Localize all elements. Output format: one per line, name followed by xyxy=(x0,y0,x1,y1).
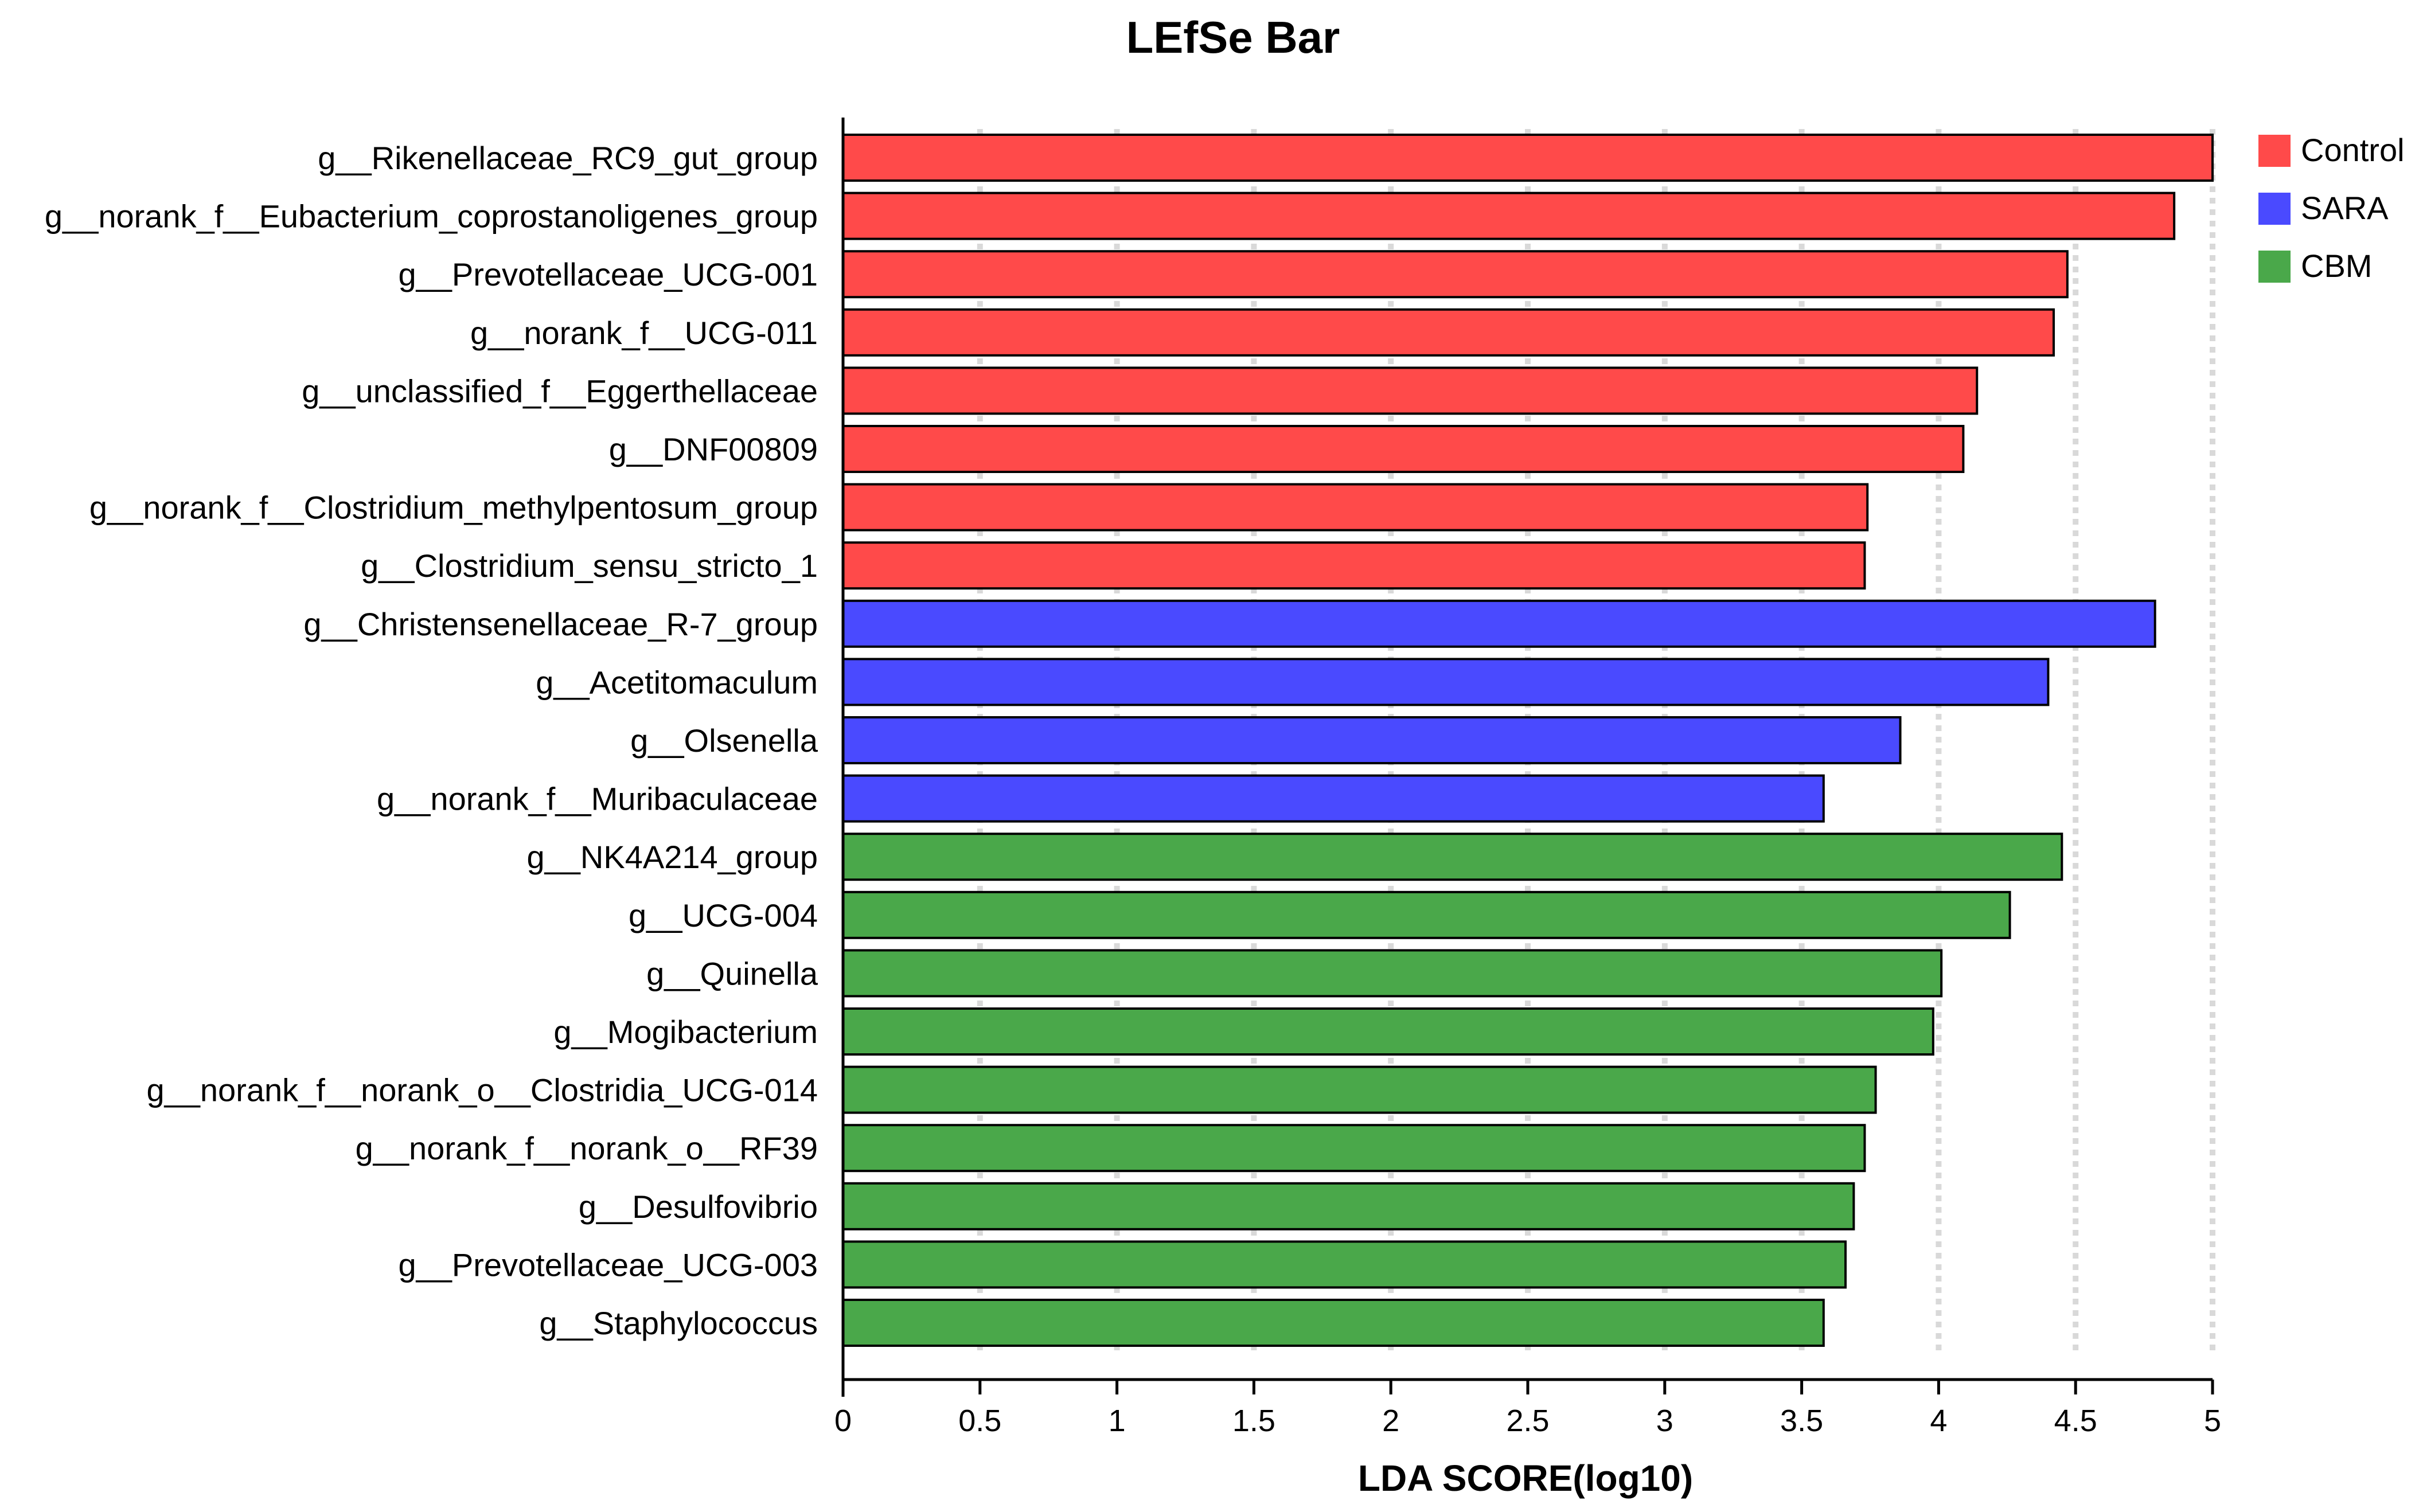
bar-cbm xyxy=(842,890,2011,939)
bar-cbm xyxy=(842,949,1943,998)
bars xyxy=(842,134,2214,1347)
x-tick-label: 5 xyxy=(2204,1404,2221,1438)
bar-control xyxy=(842,192,2176,240)
legend-label-sara: SARA xyxy=(2301,190,2389,226)
x-tick-label: 4 xyxy=(1930,1404,1947,1438)
bar-control xyxy=(842,366,1979,415)
bar-cbm xyxy=(842,1065,1877,1114)
category-label: g__norank_f__Clostridium_methylpentosum_… xyxy=(89,490,818,526)
legend: Control SARA CBM xyxy=(2258,132,2405,284)
bar-cbm xyxy=(842,1124,1866,1173)
x-tick-label: 0.5 xyxy=(958,1404,1001,1438)
bar-sara xyxy=(842,599,2156,648)
chart-title: LEfSe Bar xyxy=(1126,12,1340,62)
category-label: g__Prevotellaceae_UCG-001 xyxy=(398,256,818,292)
category-label: g__DNF00809 xyxy=(609,431,818,467)
x-axis-title: LDA SCORE(log10) xyxy=(1358,1458,1693,1499)
category-label: g__norank_f__Muribaculaceae xyxy=(377,781,818,817)
category-label: g__norank_f__UCG-011 xyxy=(470,315,818,351)
x-axis: 0 0.5 1 1.5 2 2.5 3 3.5 4 4.5 5 xyxy=(834,118,2221,1438)
x-tick-label: 2.5 xyxy=(1506,1404,1549,1438)
bar-control xyxy=(842,308,2055,357)
bar-cbm xyxy=(842,1240,1847,1289)
x-tick-label: 4.5 xyxy=(2054,1404,2097,1438)
category-label: g__Quinella xyxy=(646,955,818,991)
category-label: g__Clostridium_sensu_stricto_1 xyxy=(361,548,818,584)
bar-control xyxy=(842,541,1866,590)
bar-cbm xyxy=(842,833,2063,881)
category-label: g__Olsenella xyxy=(630,722,818,759)
category-label: g__UCG-004 xyxy=(629,897,818,933)
bar-cbm xyxy=(842,1299,1825,1347)
category-label: g__norank_f__norank_o__RF39 xyxy=(356,1130,818,1166)
bar-control xyxy=(842,425,1965,473)
x-tick-label: 2 xyxy=(1382,1404,1399,1438)
x-tick-label: 3.5 xyxy=(1780,1404,1823,1438)
category-label: g__Prevotellaceae_UCG-003 xyxy=(398,1247,818,1283)
x-tick-label: 1.5 xyxy=(1232,1404,1275,1438)
category-label: g__Acetitomaculum xyxy=(536,664,818,700)
category-label: g__Staphylococcus xyxy=(539,1305,818,1341)
legend-label-control: Control xyxy=(2301,132,2405,168)
legend-label-cbm: CBM xyxy=(2301,248,2372,284)
category-label: g__Desulfovibrio xyxy=(579,1189,818,1225)
category-label: g__unclassified_f__Eggerthellaceae xyxy=(302,373,818,409)
legend-swatch-cbm xyxy=(2258,251,2291,283)
x-tick-label: 3 xyxy=(1656,1404,1673,1438)
bar-sara xyxy=(842,658,2050,706)
bar-cbm xyxy=(842,1007,1934,1056)
category-labels: g__Rikenellaceae_RC9_gut_group g__norank_… xyxy=(45,140,818,1341)
x-tick-label: 1 xyxy=(1109,1404,1126,1438)
category-label: g__Rikenellaceae_RC9_gut_group xyxy=(318,140,818,176)
bar-control xyxy=(842,483,1869,532)
bar-control xyxy=(842,134,2214,182)
category-label: g__norank_f__Eubacterium_coprostanoligen… xyxy=(45,198,818,235)
legend-swatch-control xyxy=(2258,135,2291,167)
legend-swatch-sara xyxy=(2258,193,2291,225)
category-label: g__Mogibacterium xyxy=(553,1014,818,1050)
category-label: g__NK4A214_group xyxy=(526,839,818,875)
bar-sara xyxy=(842,774,1825,823)
category-label: g__Christensenellaceae_R-7_group xyxy=(303,606,818,642)
bar-cbm xyxy=(842,1182,1855,1230)
bar-control xyxy=(842,250,2069,299)
bar-sara xyxy=(842,716,1902,764)
x-tick-label: 0 xyxy=(834,1404,852,1438)
category-label: g__norank_f__norank_o__Clostridia_UCG-01… xyxy=(146,1072,818,1108)
